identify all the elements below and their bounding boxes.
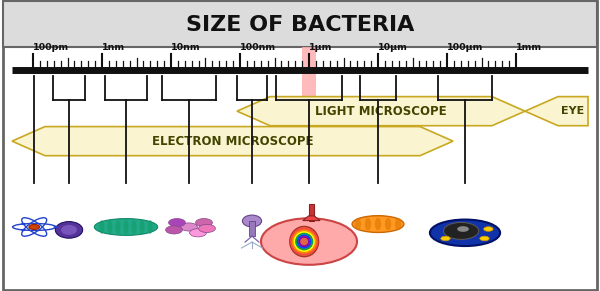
Circle shape xyxy=(199,224,215,233)
Bar xyxy=(249,221,255,236)
Ellipse shape xyxy=(365,218,371,230)
Ellipse shape xyxy=(242,215,262,227)
Ellipse shape xyxy=(430,219,500,246)
Text: 100pm: 100pm xyxy=(33,43,69,52)
Circle shape xyxy=(169,219,185,227)
Text: 100nm: 100nm xyxy=(240,43,276,52)
Ellipse shape xyxy=(352,216,404,233)
Circle shape xyxy=(261,218,357,265)
Ellipse shape xyxy=(355,218,361,230)
Circle shape xyxy=(21,223,26,225)
Circle shape xyxy=(457,226,469,232)
Ellipse shape xyxy=(61,225,77,235)
Circle shape xyxy=(181,223,197,231)
Bar xyxy=(3,1,597,47)
Ellipse shape xyxy=(124,220,128,234)
Ellipse shape xyxy=(99,220,104,234)
Circle shape xyxy=(443,222,479,239)
Circle shape xyxy=(441,236,450,241)
Ellipse shape xyxy=(131,220,137,234)
Circle shape xyxy=(190,229,206,237)
Text: LIGHT MICROSCOPE: LIGHT MICROSCOPE xyxy=(315,105,447,118)
Ellipse shape xyxy=(140,220,145,234)
Ellipse shape xyxy=(94,219,158,235)
Text: 1mm: 1mm xyxy=(516,43,542,52)
Ellipse shape xyxy=(375,218,381,230)
Ellipse shape xyxy=(385,218,391,230)
Polygon shape xyxy=(237,97,525,126)
Bar xyxy=(308,204,314,221)
Text: SIZE OF BACTERIA: SIZE OF BACTERIA xyxy=(186,15,414,35)
Ellipse shape xyxy=(395,218,401,230)
Text: ELECTRON MICROSCOPE: ELECTRON MICROSCOPE xyxy=(152,135,313,148)
Polygon shape xyxy=(525,97,588,126)
Text: 1μm: 1μm xyxy=(309,43,332,52)
Ellipse shape xyxy=(107,220,112,234)
Ellipse shape xyxy=(148,220,153,234)
Bar xyxy=(302,47,316,111)
Text: 10μm: 10μm xyxy=(378,43,408,52)
Circle shape xyxy=(484,227,493,231)
Text: EYE: EYE xyxy=(562,106,584,116)
Ellipse shape xyxy=(115,220,121,234)
Polygon shape xyxy=(303,216,320,221)
Circle shape xyxy=(480,236,489,241)
Ellipse shape xyxy=(290,226,319,257)
Circle shape xyxy=(196,219,212,227)
Polygon shape xyxy=(12,127,453,156)
Circle shape xyxy=(53,226,58,228)
Text: 10nm: 10nm xyxy=(171,43,200,52)
Circle shape xyxy=(29,224,40,230)
Circle shape xyxy=(21,229,26,231)
Ellipse shape xyxy=(55,222,83,238)
Circle shape xyxy=(166,226,182,234)
Text: 1nm: 1nm xyxy=(102,43,125,52)
Text: 100μm: 100μm xyxy=(447,43,484,52)
